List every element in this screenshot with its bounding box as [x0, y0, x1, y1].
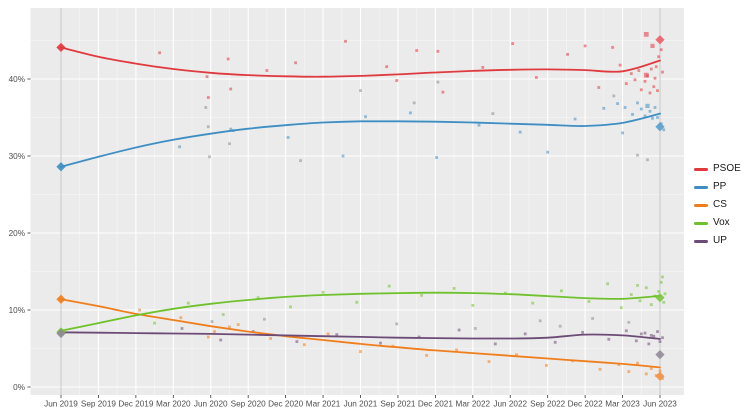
legend-item-cs: CS [694, 199, 741, 211]
x-tick-label: Dec 2021 [418, 400, 453, 409]
legend-item-psoe: PSOE [694, 163, 741, 175]
x-tick-label: Jun 2022 [493, 400, 527, 409]
y-tick-label: 30% [9, 152, 25, 161]
x-tick-label: Jun 2020 [194, 400, 228, 409]
gridlines-major [30, 8, 684, 395]
plot-panel [30, 8, 684, 395]
legend-label-psoe: PSOE [713, 163, 741, 174]
election-result-markers [56, 35, 665, 381]
legend-item-vox: Vox [694, 217, 741, 229]
x-tick-label: Sep 2021 [380, 400, 416, 409]
x-tick-label: Mar 2022 [456, 400, 491, 409]
legend-item-up: UP [694, 235, 741, 247]
trend-line-up [60, 331, 661, 340]
x-tick-label: Sep 2022 [530, 400, 566, 409]
legend-label-vox: Vox [713, 217, 730, 228]
axes: Jun 2019 Sep 2019 Dec 2019 Mar 2020 Jun 2020… [9, 75, 678, 409]
x-tick-label: Jun 2019 [44, 400, 78, 409]
x-tick-label: Dec 2020 [268, 400, 303, 409]
poll-scatter-points [138, 32, 667, 380]
trend-line-psoe [60, 46, 661, 78]
chart-legend: PSOE PP CS Vox UP [694, 163, 741, 247]
y-tick-label: 40% [9, 75, 25, 84]
y-tick-label: 10% [9, 306, 25, 315]
cs-line-swatch [694, 203, 708, 207]
x-tick-label: Dec 2022 [568, 400, 603, 409]
x-tick-label: Mar 2023 [605, 400, 640, 409]
y-tick-label: 20% [9, 229, 25, 238]
x-tick-label: Mar 2021 [306, 400, 341, 409]
x-tick-label: Dec 2019 [118, 400, 153, 409]
trend-lines [60, 46, 661, 369]
legend-item-pp: PP [694, 181, 741, 193]
trend-line-pp [60, 112, 661, 168]
x-tick-label: Sep 2019 [81, 400, 117, 409]
vox-line-swatch [694, 221, 708, 225]
x-tick-label: Mar 2020 [156, 400, 191, 409]
trend-line-cs [60, 298, 661, 369]
x-tick-label: Jun 2023 [643, 400, 677, 409]
pp-line-swatch [694, 185, 708, 189]
legend-label-pp: PP [713, 181, 727, 192]
x-tick-label: Sep 2020 [231, 400, 267, 409]
legend-label-up: UP [713, 235, 727, 246]
psoe-line-swatch [694, 167, 708, 171]
x-tick-label: Jun 2021 [344, 400, 378, 409]
trend-line-vox [60, 291, 661, 332]
legend-label-cs: CS [713, 199, 727, 210]
gridlines-minor [30, 8, 684, 395]
up-line-swatch [694, 239, 708, 243]
y-tick-label: 0% [13, 383, 25, 392]
